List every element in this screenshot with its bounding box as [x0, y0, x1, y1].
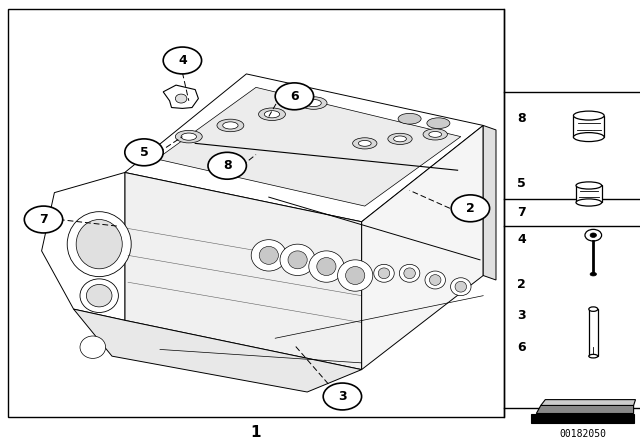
Ellipse shape [252, 240, 287, 271]
Text: 2: 2 [517, 278, 526, 291]
Circle shape [323, 383, 362, 410]
Ellipse shape [175, 130, 202, 143]
Ellipse shape [280, 244, 316, 276]
Text: 3: 3 [338, 390, 347, 403]
Text: 8: 8 [223, 159, 232, 172]
Ellipse shape [573, 111, 604, 120]
Polygon shape [163, 85, 198, 108]
Text: 4: 4 [517, 233, 526, 246]
Text: 1: 1 [251, 425, 261, 440]
Polygon shape [157, 87, 461, 206]
Ellipse shape [80, 336, 106, 358]
Ellipse shape [217, 119, 244, 132]
Ellipse shape [404, 268, 415, 279]
Polygon shape [536, 405, 634, 414]
Circle shape [208, 152, 246, 179]
FancyBboxPatch shape [589, 309, 598, 356]
Text: 00182050: 00182050 [559, 429, 606, 439]
Ellipse shape [353, 138, 377, 149]
Ellipse shape [317, 258, 336, 276]
Polygon shape [125, 74, 483, 222]
Ellipse shape [76, 220, 122, 269]
Ellipse shape [259, 108, 285, 121]
FancyBboxPatch shape [576, 185, 602, 202]
Text: 5: 5 [140, 146, 148, 159]
Ellipse shape [423, 129, 447, 140]
Ellipse shape [223, 122, 238, 129]
Bar [8, 9, 504, 417]
Ellipse shape [338, 260, 373, 291]
Ellipse shape [429, 132, 442, 137]
Ellipse shape [346, 267, 365, 284]
Text: 7: 7 [39, 213, 48, 226]
Ellipse shape [175, 94, 187, 103]
Ellipse shape [306, 99, 321, 107]
Ellipse shape [576, 199, 602, 206]
Ellipse shape [80, 279, 118, 313]
Circle shape [163, 47, 202, 74]
Ellipse shape [590, 272, 596, 276]
Ellipse shape [451, 278, 471, 296]
Polygon shape [483, 125, 496, 280]
Ellipse shape [86, 284, 112, 307]
Ellipse shape [300, 97, 327, 109]
Ellipse shape [388, 134, 412, 145]
Text: 4: 4 [178, 54, 187, 67]
Text: 6: 6 [517, 340, 526, 354]
Ellipse shape [308, 251, 344, 282]
Ellipse shape [358, 141, 371, 146]
Polygon shape [362, 125, 483, 370]
Ellipse shape [589, 354, 598, 358]
Text: 6: 6 [290, 90, 299, 103]
Ellipse shape [374, 264, 394, 282]
Ellipse shape [576, 182, 602, 189]
Ellipse shape [429, 275, 441, 285]
Text: 8: 8 [517, 112, 526, 125]
Ellipse shape [398, 113, 421, 124]
Polygon shape [74, 309, 362, 392]
Circle shape [585, 229, 602, 241]
Ellipse shape [573, 133, 604, 142]
Ellipse shape [394, 136, 406, 142]
Ellipse shape [455, 281, 467, 292]
Bar [531, 414, 634, 423]
Ellipse shape [425, 271, 445, 289]
Circle shape [275, 83, 314, 110]
Ellipse shape [399, 264, 420, 282]
Ellipse shape [264, 111, 280, 118]
Text: 7: 7 [517, 206, 526, 220]
Polygon shape [42, 172, 125, 320]
Polygon shape [125, 172, 362, 370]
Text: 3: 3 [517, 309, 526, 323]
Ellipse shape [288, 251, 307, 269]
Circle shape [24, 206, 63, 233]
Text: 2: 2 [466, 202, 475, 215]
Ellipse shape [427, 118, 450, 129]
Ellipse shape [259, 246, 278, 264]
Polygon shape [541, 400, 636, 405]
Ellipse shape [67, 212, 131, 276]
Ellipse shape [181, 133, 196, 140]
Circle shape [451, 195, 490, 222]
Ellipse shape [378, 268, 390, 279]
Circle shape [590, 233, 596, 237]
Ellipse shape [589, 307, 598, 311]
FancyBboxPatch shape [573, 116, 604, 137]
Circle shape [125, 139, 163, 166]
Text: 5: 5 [517, 177, 526, 190]
